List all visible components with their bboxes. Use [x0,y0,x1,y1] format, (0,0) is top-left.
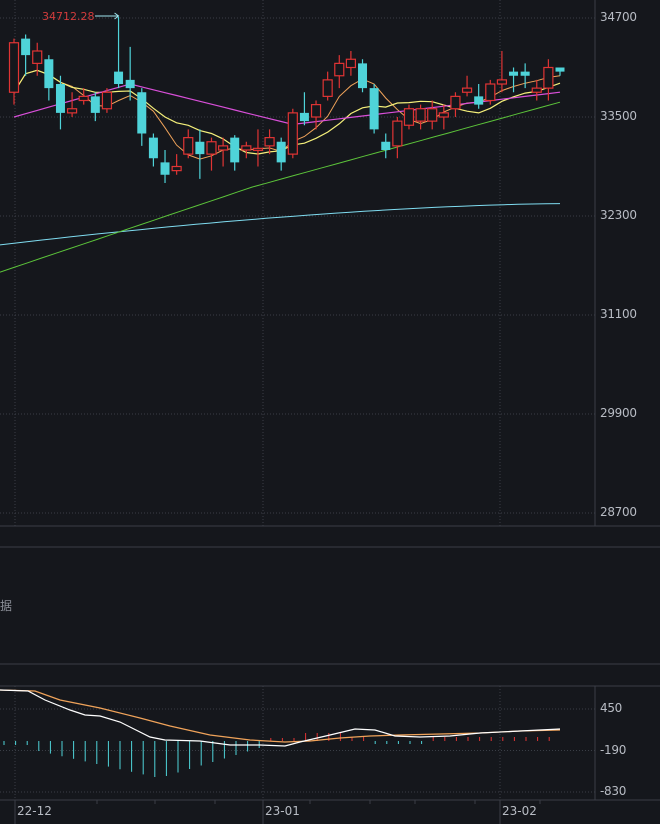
price-tick-label: 32300 [600,208,637,222]
price-tick-label: 33500 [600,109,637,123]
date-tick-label: 23-01 [265,804,300,818]
macd-tick-label: -830 [600,784,627,798]
macd-tick-label: 450 [600,701,623,715]
indicator-panel-text: 据 [0,599,13,613]
price-tick-label: 28700 [600,505,637,519]
moving-average-lines [0,69,561,273]
macd-tick-label: -190 [600,742,627,757]
price-tick-label: 34700 [600,10,637,24]
price-tick-label: 31100 [600,307,637,321]
date-tick-label: 23-02 [502,804,537,818]
candlesticks[interactable] [8,12,565,183]
date-tick-label: 22-12 [17,804,52,818]
peak-annotation: 34712.28 [42,10,95,23]
price-tick-label: 29900 [600,406,637,420]
macd-panel [0,689,595,793]
